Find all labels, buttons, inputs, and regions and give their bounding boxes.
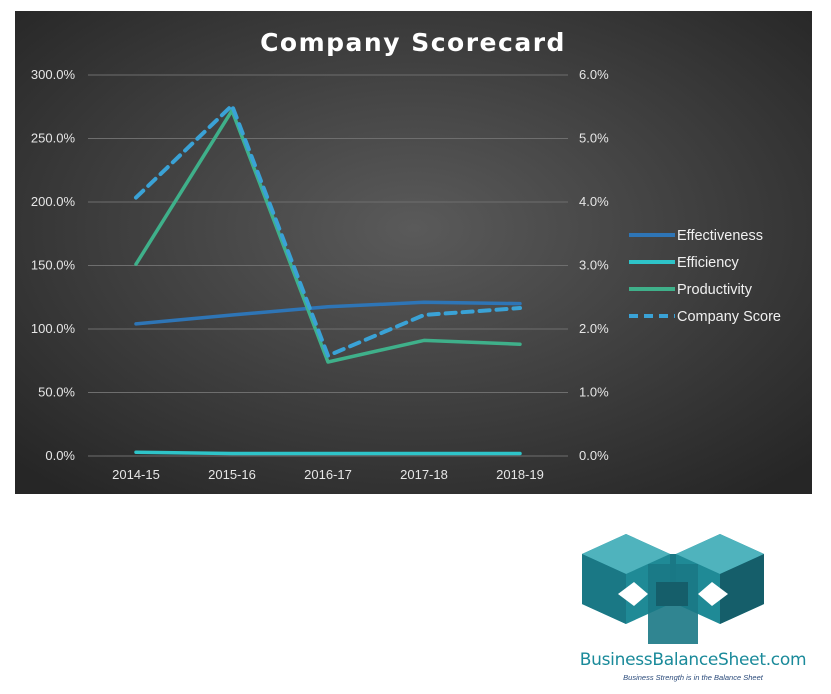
logo-mark-icon [582,534,764,644]
x-tick-label: 2015-16 [208,467,256,482]
brand-name: BusinessBalanceSheet.com [579,650,807,670]
chart-panel: Company Scorecard 0.0% 50.0% 100.0% 150.0% 2… [15,11,812,494]
legend-label-effectiveness: Effectiveness [677,228,763,244]
right-tick-label: 3.0% [579,258,609,273]
legend-label-company-score: Company Score [677,309,781,325]
left-tick-label: 200.0% [31,194,76,209]
series-line-effectiveness [134,300,522,326]
left-tick-label: 250.0% [31,131,76,146]
chart: Company Scorecard 0.0% 50.0% 100.0% 150.0% 2… [15,11,812,494]
right-tick-label: 2.0% [579,321,609,336]
left-tick-label: 150.0% [31,258,76,273]
left-tick-label: 50.0% [38,385,75,400]
brand-logo: BusinessBalanceSheet.com Business Streng… [578,532,808,692]
x-axis-ticks: 2014-15 2015-16 2016-17 2017-18 2018-19 [112,467,544,482]
left-tick-label: 0.0% [45,448,75,463]
legend-label-productivity: Productivity [677,282,753,298]
chart-background [15,11,812,494]
left-axis-ticks: 0.0% 50.0% 100.0% 150.0% 200.0% 250.0% 300.0% [31,67,76,463]
brand-tagline: Business Strength is in the Balance Shee… [623,673,763,682]
left-tick-label: 100.0% [31,321,76,336]
chart-title: Company Scorecard [260,28,566,57]
x-tick-label: 2014-15 [112,467,160,482]
right-tick-label: 6.0% [579,67,609,82]
left-tick-label: 300.0% [31,67,76,82]
right-tick-label: 4.0% [579,194,609,209]
gridlines [88,74,568,457]
right-axis-ticks: 0.0% 1.0% 2.0% 3.0% 4.0% 5.0% 6.0% [579,67,609,463]
right-tick-label: 0.0% [579,448,609,463]
right-tick-label: 1.0% [579,385,609,400]
legend-label-efficiency: Efficiency [677,255,740,271]
legend: Effectiveness Efficiency Productivity Compa… [629,228,781,325]
series-line-productivity [134,108,522,364]
series-lines [134,103,522,456]
x-tick-label: 2018-19 [496,467,544,482]
series-line-company-score [134,103,522,358]
series-line-efficiency [134,450,522,456]
right-tick-label: 5.0% [579,131,609,146]
x-tick-label: 2016-17 [304,467,352,482]
x-tick-label: 2017-18 [400,467,448,482]
